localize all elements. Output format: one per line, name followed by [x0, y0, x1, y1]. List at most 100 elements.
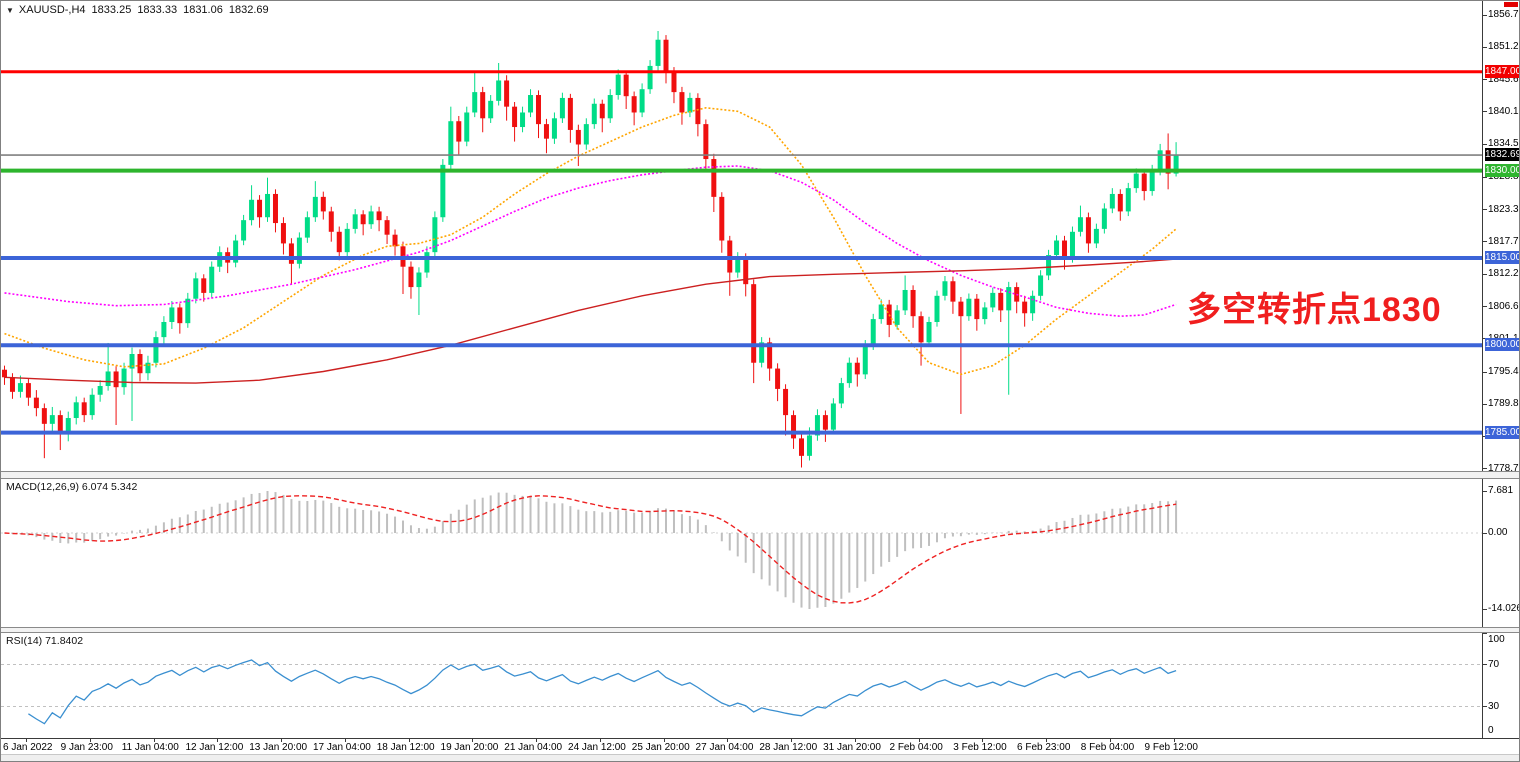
pane-separator-2[interactable]: [1, 627, 1519, 633]
candle-up: [862, 345, 868, 375]
symbol-dropdown-icon[interactable]: ▼: [6, 5, 14, 15]
candle-up: [1093, 228, 1099, 244]
candle-up: [559, 97, 565, 119]
candle-down: [137, 354, 143, 374]
price-tick: [1483, 14, 1487, 16]
time-tick: [599, 739, 601, 742]
candle-up: [89, 394, 95, 416]
price-tick-label: 1834.55: [1488, 138, 1519, 150]
candle-up: [296, 237, 302, 264]
candle-down: [599, 103, 605, 119]
candle-up: [73, 402, 79, 419]
rsi-pane[interactable]: [1, 633, 1482, 738]
candle-up: [1054, 240, 1060, 256]
price-tick-label: 1778.75: [1488, 462, 1519, 474]
time-label: 21 Jan 04:00: [504, 742, 563, 753]
time-tick: [26, 739, 27, 742]
candle-up: [352, 214, 358, 229]
candle-up: [830, 403, 836, 430]
candle-up: [161, 321, 167, 338]
candle-up: [472, 92, 478, 113]
candle-up: [193, 278, 199, 299]
price-tick-label: 1789.85: [1488, 398, 1519, 410]
level-price-badge: 1800.00: [1485, 338, 1520, 352]
candle-up: [312, 196, 318, 218]
candle-up: [1173, 155, 1179, 174]
candle-down: [671, 71, 677, 93]
candle-down: [1141, 173, 1147, 192]
time-label: 6 Feb 23:00: [1017, 742, 1071, 753]
time-tick: [408, 739, 410, 742]
candle-up: [17, 383, 23, 392]
ohlc-open: 1833.25: [91, 4, 132, 16]
current-price-badge: 1832.69: [1485, 148, 1520, 162]
candle-up: [551, 118, 557, 139]
candle-up: [65, 418, 71, 434]
candle-down: [1085, 217, 1091, 244]
candle-up: [169, 307, 175, 322]
price-chart-pane[interactable]: [1, 1, 1482, 471]
candle-up: [241, 220, 247, 241]
candle-down: [41, 408, 47, 424]
candle-down: [288, 243, 294, 264]
annotation-text[interactable]: 多空转折点1830: [1187, 291, 1442, 329]
candle-up: [647, 65, 653, 90]
time-label: 2 Feb 04:00: [889, 742, 943, 753]
candle-up: [982, 307, 988, 320]
candle-down: [703, 124, 709, 160]
candle-down: [257, 199, 263, 218]
macd-signal-line: [4, 495, 1177, 604]
time-label: 9 Jan 23:00: [60, 742, 113, 753]
candle-up: [902, 289, 908, 311]
time-label: 17 Jan 04:00: [313, 742, 371, 753]
candle-up: [464, 112, 470, 142]
candle-down: [743, 257, 749, 285]
time-tick: [1109, 739, 1111, 742]
candle-down: [783, 388, 789, 416]
candle-up: [233, 240, 239, 263]
candle-down: [25, 383, 31, 398]
rsi-tick-label: 0: [1488, 725, 1494, 736]
candle-down: [719, 196, 725, 241]
candle-up: [1077, 217, 1083, 232]
candle-down: [113, 371, 119, 388]
candle-down: [631, 96, 637, 113]
pane-separator-1[interactable]: [1, 471, 1519, 479]
level-price-badge: 1847.00: [1485, 64, 1520, 78]
price-tick: [1483, 371, 1487, 373]
candle-up: [607, 95, 613, 119]
candle-down: [280, 223, 286, 244]
rsi-tick: [1483, 664, 1487, 665]
time-label: 27 Jan 04:00: [695, 742, 754, 753]
symbol-info-bar[interactable]: ▼ XAUUSD-,H4 1833.25 1833.33 1831.06 183…: [6, 4, 275, 16]
candle-down: [679, 92, 685, 113]
candle-up: [926, 321, 932, 343]
price-tick-label: 1856.75: [1488, 9, 1519, 20]
ohlc-high: 1833.33: [137, 4, 178, 16]
candle-down: [512, 106, 518, 128]
candle-up: [655, 39, 661, 66]
scale-marker: [1504, 2, 1518, 7]
price-tick: [1483, 306, 1487, 308]
candle-down: [456, 121, 462, 142]
candle-down: [408, 266, 414, 288]
price-tick-label: 1812.20: [1488, 268, 1519, 280]
macd-pane[interactable]: [1, 479, 1482, 627]
candle-up: [97, 386, 103, 395]
time-label: 13 Jan 20:00: [249, 742, 308, 753]
candle-up: [759, 342, 765, 363]
candle-down: [822, 415, 828, 430]
time-label: 8 Feb 04:00: [1080, 742, 1135, 753]
candle-up: [1069, 231, 1075, 258]
time-tick: [918, 739, 920, 742]
candle-up: [615, 74, 621, 96]
slow-ma-line: [4, 258, 1177, 384]
time-axis[interactable]: 6 Jan 2022 9 Jan 23:00 11 Jan 04:00 12 Jan …: [1, 738, 1519, 755]
candle-up: [448, 121, 454, 165]
price-tick-label: 1795.40: [1488, 366, 1519, 378]
candle-up: [1149, 170, 1155, 192]
candle-up: [424, 252, 430, 273]
candle-down: [272, 193, 278, 224]
candle-down: [376, 211, 382, 221]
price-axis[interactable]: 1856.75 1851.20 1845.65 1840.10 1834.55 1828.…: [1482, 1, 1520, 754]
